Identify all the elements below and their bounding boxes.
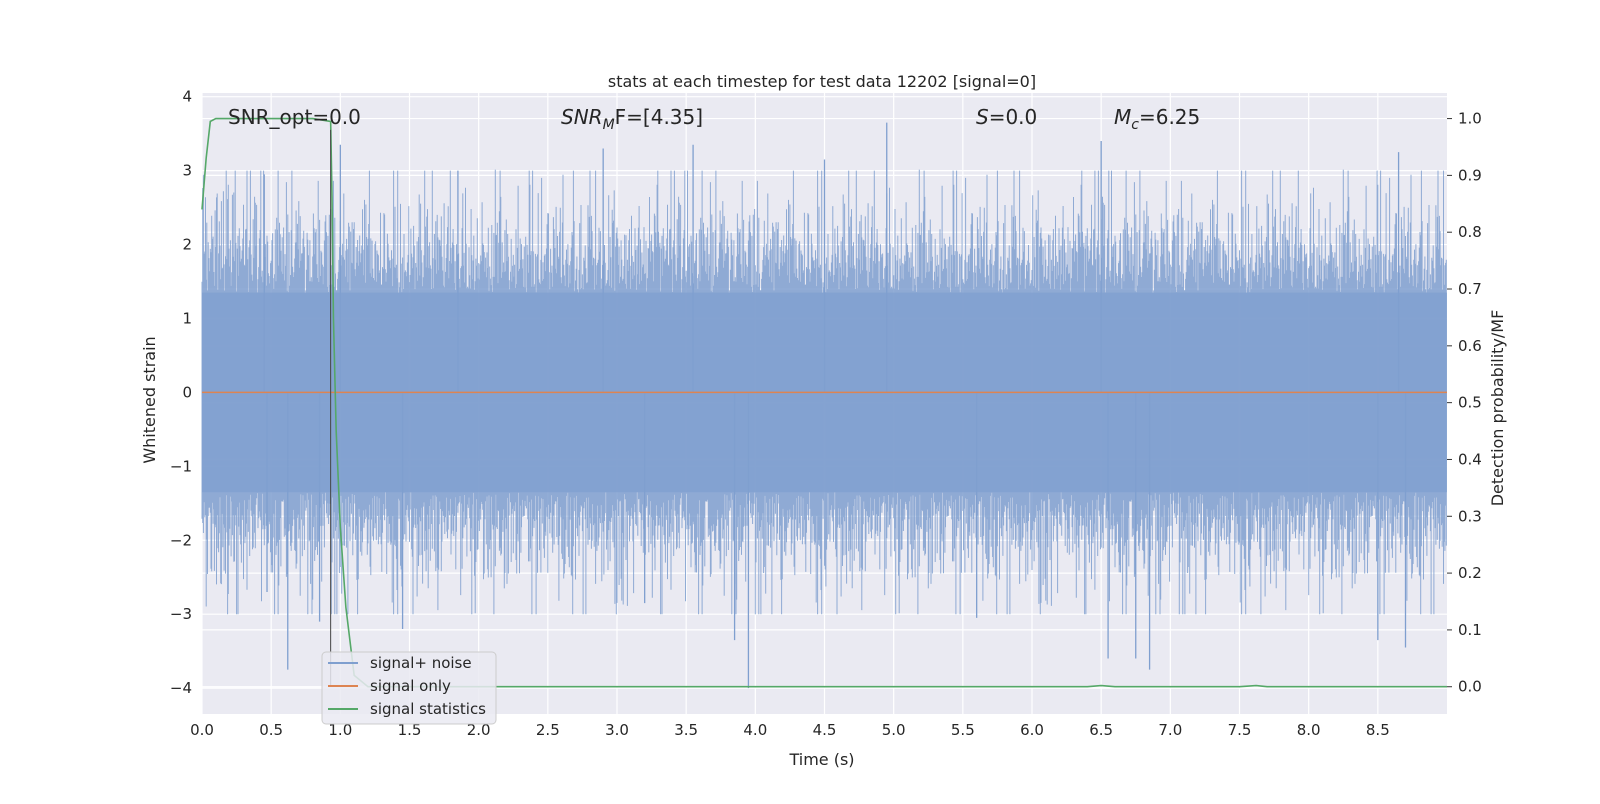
x-tick-label: 4.5 bbox=[813, 721, 837, 739]
x-tick-label: 2.5 bbox=[536, 721, 560, 739]
y-tick-label: −3 bbox=[170, 605, 192, 623]
y-right-tick-label: 0.8 bbox=[1458, 223, 1482, 241]
legend-label-noise: signal+ noise bbox=[370, 654, 472, 672]
legend-box bbox=[321, 651, 497, 725]
y-tick-label: 4 bbox=[182, 88, 192, 106]
y-right-tick-label: 0.6 bbox=[1458, 337, 1482, 355]
y-right-tick-label: 0.9 bbox=[1458, 166, 1482, 184]
y-tick-label: −1 bbox=[170, 457, 192, 475]
x-tick-label: 5.5 bbox=[951, 721, 975, 739]
mc-sub: c bbox=[1131, 117, 1139, 133]
legend: signal+ noise signal only signal statist… bbox=[321, 651, 497, 725]
y-right-tick-label: 0.2 bbox=[1458, 564, 1482, 582]
mc-annotation: Mc=6.25 bbox=[1114, 105, 1200, 133]
y-axis-label-right: Detection probability/MF bbox=[1488, 310, 1507, 507]
x-tick-label: 6.5 bbox=[1089, 721, 1113, 739]
x-tick-label: 2.0 bbox=[467, 721, 491, 739]
y-right-tick-label: 0.4 bbox=[1458, 450, 1482, 468]
mc-tail: =6.25 bbox=[1139, 105, 1200, 129]
axes: 0.0 0.5 1.0 1.5 2.0 2.5 3.0 3.5 4.0 4.5 5.0 5.5 6.0 6… bbox=[170, 88, 1482, 739]
y-right-tick-label: 0.3 bbox=[1458, 507, 1482, 525]
x-tick-label: 1.0 bbox=[328, 721, 352, 739]
y-tick-label: 2 bbox=[182, 236, 192, 254]
x-tick-label: 8.5 bbox=[1366, 721, 1390, 739]
y-tick-label: 0 bbox=[182, 383, 192, 401]
x-tick-label: 5.0 bbox=[882, 721, 906, 739]
y-tick-label: 3 bbox=[182, 162, 192, 180]
s-italic: S bbox=[976, 105, 989, 129]
x-tick-label: 0.0 bbox=[190, 721, 214, 739]
legend-label-signal: signal only bbox=[370, 677, 451, 695]
x-tick-label: 8.0 bbox=[1297, 721, 1321, 739]
x-tick-label: 7.5 bbox=[1228, 721, 1252, 739]
y-right-tick-label: 0.7 bbox=[1458, 280, 1482, 298]
snr-opt-annotation: SNR_opt=0.0 bbox=[228, 105, 361, 129]
snr-mf-annotation: SNRMF=[4.35] bbox=[561, 105, 703, 133]
x-tick-label: 6.0 bbox=[1020, 721, 1044, 739]
y-right-tick-label: 0.1 bbox=[1458, 621, 1482, 639]
statistics-series bbox=[201, 117, 1447, 688]
x-tick-label: 7.0 bbox=[1158, 721, 1182, 739]
snr-mf-tail: F=[4.35] bbox=[615, 105, 703, 129]
y-right-tick-label: 0.5 bbox=[1458, 394, 1482, 412]
legend-label-statistics: signal statistics bbox=[370, 700, 486, 718]
x-tick-label: 4.0 bbox=[743, 721, 767, 739]
chart-title: stats at each timestep for test data 122… bbox=[608, 72, 1036, 91]
y-right-tick-label: 1.0 bbox=[1458, 110, 1482, 128]
x-tick-label: 3.0 bbox=[605, 721, 629, 739]
x-tick-label: 1.5 bbox=[398, 721, 422, 739]
y-axis-label: Whitened strain bbox=[140, 336, 159, 463]
snr-mf-sub: M bbox=[603, 117, 615, 133]
x-axis-label: Time (s) bbox=[788, 750, 854, 769]
statistics-line bbox=[201, 117, 1447, 688]
s-annotation: S=0.0 bbox=[976, 105, 1037, 129]
y-tick-label: 1 bbox=[182, 309, 192, 327]
y-tick-label: −2 bbox=[170, 531, 192, 549]
y-tick-label: −4 bbox=[170, 679, 192, 697]
snr-mf-main: SNR bbox=[561, 105, 603, 129]
mc-italic: M bbox=[1114, 105, 1131, 129]
x-tick-label: 0.5 bbox=[259, 721, 283, 739]
s-tail: =0.0 bbox=[989, 105, 1038, 129]
y-right-tick-label: 0.0 bbox=[1458, 678, 1482, 696]
x-tick-label: 3.5 bbox=[674, 721, 698, 739]
